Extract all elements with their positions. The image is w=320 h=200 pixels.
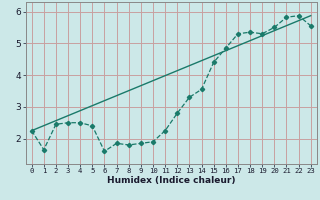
X-axis label: Humidex (Indice chaleur): Humidex (Indice chaleur) [107,176,236,185]
